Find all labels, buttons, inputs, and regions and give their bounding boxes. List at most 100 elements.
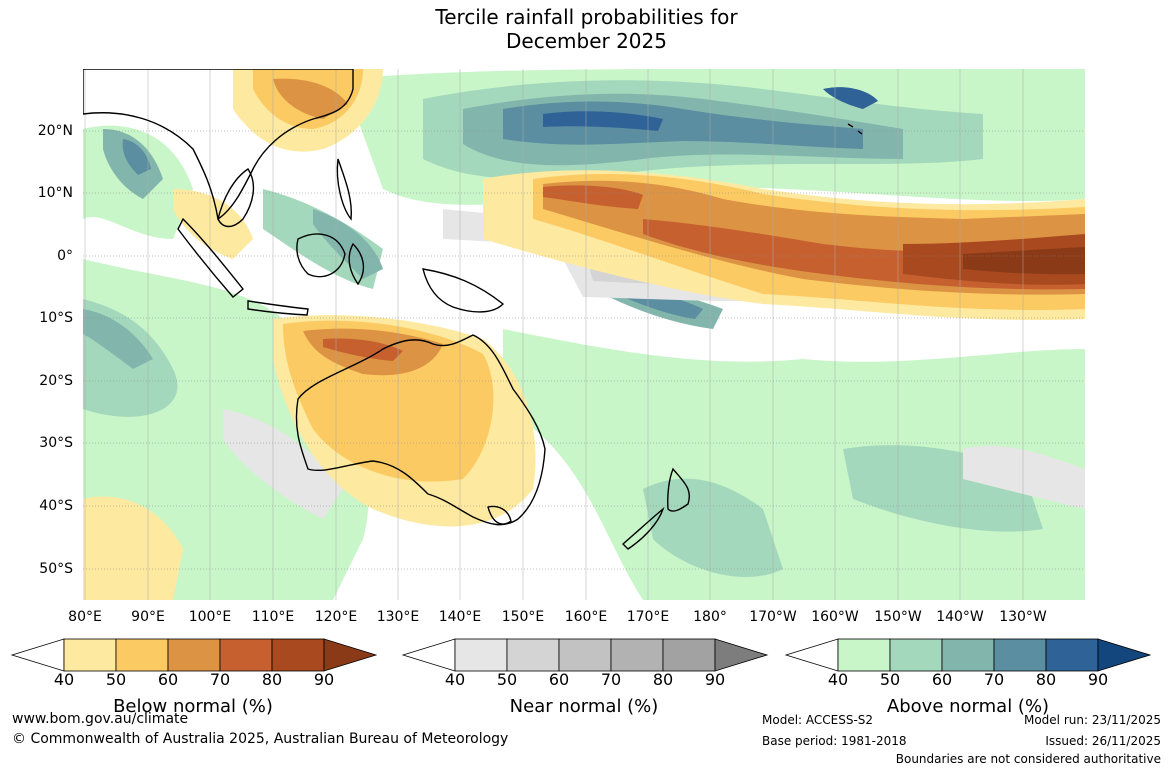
new-zealand-south-outline bbox=[621, 506, 665, 550]
colorbar-tick-label: 90 bbox=[704, 670, 726, 689]
java-outline bbox=[247, 300, 309, 316]
colorbar-extend-high bbox=[323, 638, 378, 672]
mainland-asia-outline bbox=[83, 69, 354, 221]
colorbar-tick-label: 60 bbox=[931, 670, 953, 689]
latitude-label: 10°S bbox=[39, 310, 73, 326]
model-text: Model: ACCESS-S2 bbox=[762, 713, 874, 727]
longitude-label: 170°W bbox=[749, 609, 797, 625]
colorbar-extend-high bbox=[714, 638, 769, 672]
colorbar-extend-low bbox=[10, 638, 65, 672]
colorbar-tick-label: 80 bbox=[261, 670, 283, 689]
colorbar-segment bbox=[993, 638, 1047, 672]
longitude-label: 180° bbox=[693, 609, 727, 625]
longitude-label: 160°W bbox=[811, 609, 859, 625]
above-normal-title: Above normal (%) bbox=[886, 696, 1050, 717]
colorbar-extend-high bbox=[1097, 638, 1152, 672]
colorbar-svg bbox=[10, 638, 378, 672]
longitude-label: 130°E bbox=[376, 609, 420, 625]
colorbar-tick-label: 70 bbox=[983, 670, 1005, 689]
colorbar-segment bbox=[558, 638, 612, 672]
coastlines bbox=[83, 69, 863, 550]
colorbar-extend-low bbox=[784, 638, 839, 672]
near-normal-title: Near normal (%) bbox=[509, 696, 659, 717]
near-normal-colorbar bbox=[401, 638, 769, 672]
colorbar-extend-low bbox=[401, 638, 456, 672]
longitude-label: 100°E bbox=[188, 609, 232, 625]
colorbar-segment bbox=[889, 638, 943, 672]
colorbar-tick-label: 80 bbox=[1035, 670, 1057, 689]
colorbar-segment bbox=[837, 638, 891, 672]
rainfall-probability-map[interactable] bbox=[83, 69, 1085, 600]
latitude-label: 50°S bbox=[39, 561, 73, 577]
colorbar-segment bbox=[167, 638, 221, 672]
below-normal-regions bbox=[83, 69, 1085, 600]
colorbar-tick-label: 50 bbox=[105, 670, 127, 689]
colorbar-segment bbox=[219, 638, 273, 672]
title-line-2: December 2025 bbox=[506, 29, 667, 53]
colorbar-svg bbox=[401, 638, 769, 672]
colorbar-segment bbox=[1045, 638, 1099, 672]
indochina-outline bbox=[217, 168, 255, 228]
colorbar-segment bbox=[454, 638, 508, 672]
longitude-label: 120°E bbox=[314, 609, 358, 625]
longitude-label: 110°E bbox=[251, 609, 295, 625]
colorbar-tick-label: 60 bbox=[548, 670, 570, 689]
below-normal-title: Below normal (%) bbox=[113, 696, 273, 717]
colorbar-segment bbox=[271, 638, 325, 672]
longitude-label: 140°E bbox=[438, 609, 482, 625]
new-guinea-outline bbox=[422, 268, 505, 313]
copyright-text: © Commonwealth of Australia 2025, Austra… bbox=[12, 731, 509, 747]
colorbar-tick-label: 70 bbox=[600, 670, 622, 689]
latitude-label: 0° bbox=[57, 248, 73, 264]
issued-text: Issued: 26/11/2025 bbox=[1045, 734, 1161, 748]
colorbar-segment bbox=[63, 638, 117, 672]
latitude-label: 20°N bbox=[37, 123, 73, 139]
longitude-label: 160°E bbox=[564, 609, 608, 625]
colorbar-segment bbox=[662, 638, 716, 672]
latitude-label: 10°N bbox=[37, 185, 73, 201]
sulawesi-outline bbox=[348, 242, 365, 286]
latitude-label: 30°S bbox=[39, 435, 73, 451]
longitude-label: 150°E bbox=[501, 609, 545, 625]
above-normal-colorbar bbox=[784, 638, 1152, 672]
base-period-text: Base period: 1981-2018 bbox=[762, 734, 907, 748]
philippines-outline bbox=[336, 158, 353, 221]
colorbar-segment bbox=[610, 638, 664, 672]
colorbar-tick-label: 50 bbox=[879, 670, 901, 689]
longitude-label: 170°E bbox=[626, 609, 670, 625]
colorbar-segment bbox=[506, 638, 560, 672]
above-normal-regions bbox=[83, 69, 1085, 600]
latitude-label: 20°S bbox=[39, 373, 73, 389]
model-run-text: Model run: 23/11/2025 bbox=[1023, 713, 1161, 727]
below-normal-colorbar bbox=[10, 638, 378, 672]
website-link[interactable]: www.bom.gov.au/climate bbox=[12, 711, 189, 727]
map-svg bbox=[83, 69, 1085, 600]
title-line-1: Tercile rainfall probabilities for bbox=[435, 5, 738, 29]
colorbar-segment bbox=[115, 638, 169, 672]
colorbar-tick-label: 70 bbox=[209, 670, 231, 689]
longitude-label: 140°W bbox=[936, 609, 984, 625]
graticule-lines bbox=[83, 69, 1085, 600]
chart-title: Tercile rainfall probabilities for Decem… bbox=[0, 5, 1173, 53]
colorbar-tick-label: 40 bbox=[444, 670, 466, 689]
colorbar-tick-label: 50 bbox=[496, 670, 518, 689]
borneo-outline bbox=[296, 233, 346, 278]
tasmania-outline bbox=[487, 505, 512, 525]
colorbar-tick-label: 80 bbox=[652, 670, 674, 689]
longitude-label: 150°W bbox=[874, 609, 922, 625]
longitude-label: 80°E bbox=[68, 609, 102, 625]
latitude-label: 40°S bbox=[39, 498, 73, 514]
disclaimer-text: Boundaries are not considered authoritat… bbox=[895, 752, 1161, 766]
australia-outline bbox=[295, 334, 546, 526]
new-zealand-north-outline bbox=[667, 467, 690, 512]
colorbar-tick-label: 40 bbox=[53, 670, 75, 689]
colorbar-tick-label: 90 bbox=[1087, 670, 1109, 689]
colorbar-tick-label: 60 bbox=[157, 670, 179, 689]
colorbar-tick-label: 90 bbox=[313, 670, 335, 689]
probability-field bbox=[83, 69, 1085, 600]
hawaii-outline bbox=[847, 123, 863, 135]
colorbar-svg bbox=[784, 638, 1152, 672]
colorbar-tick-label: 40 bbox=[827, 670, 849, 689]
longitude-label: 130°W bbox=[999, 609, 1047, 625]
sumatra-outline bbox=[177, 217, 244, 298]
